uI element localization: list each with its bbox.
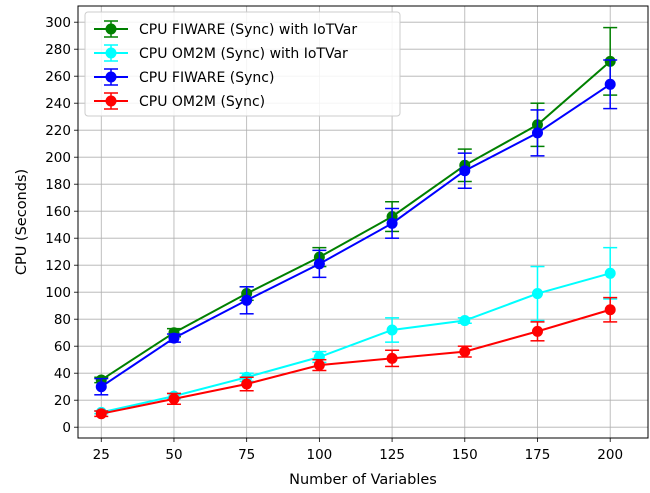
legend-label: CPU OM2M (Sync) — [139, 94, 265, 110]
data-point — [95, 381, 107, 393]
y-axis: 0 20 40 60 80 100 120 140 160 180 200 220 240 260 280 3… — [45, 15, 78, 436]
data-point — [241, 378, 253, 390]
x-tick-label: 100 — [306, 447, 332, 463]
series-3 — [94, 59, 618, 396]
series-line — [101, 272, 611, 414]
data-point — [459, 315, 471, 327]
data-point — [168, 393, 180, 405]
x-axis: 25 50 75 100 125 150 175 200 — [93, 438, 623, 463]
x-tick-label: 25 — [93, 447, 110, 463]
series-layer — [94, 26, 618, 420]
data-point — [604, 304, 616, 316]
legend-label: CPU FIWARE (Sync) with IoTVar — [139, 22, 357, 38]
data-point — [386, 217, 398, 229]
data-point — [313, 258, 325, 270]
series-line — [100, 83, 611, 388]
legend: CPU FIWARE (Sync) with IoTVar CPU OM2M (S… — [84, 11, 401, 117]
legend-item: CPU OM2M (Sync) with IoTVar — [94, 44, 348, 62]
y-tick-label: 280 — [45, 42, 71, 58]
x-tick-label: 50 — [165, 447, 182, 463]
series-4 — [94, 296, 618, 420]
y-tick-label: 60 — [54, 339, 71, 355]
y-tick-label: 40 — [54, 366, 71, 382]
x-tick-label: 175 — [525, 447, 551, 463]
grid — [78, 6, 648, 438]
y-tick-label: 160 — [45, 204, 71, 220]
y-tick-label: 140 — [45, 231, 71, 247]
y-tick-label: 20 — [54, 393, 71, 409]
legend-item: CPU FIWARE (Sync) with IoTVar — [94, 20, 357, 38]
plot-frame — [77, 5, 649, 439]
data-point — [313, 359, 325, 371]
legend-swatch-marker — [105, 23, 117, 35]
data-point — [386, 352, 398, 364]
y-tick-label: 0 — [62, 420, 71, 436]
series-line — [100, 60, 611, 381]
legend-item: CPU FIWARE (Sync) — [94, 68, 274, 86]
y-tick-label: 180 — [45, 177, 71, 193]
legend-swatch-marker — [105, 71, 117, 83]
y-tick-label: 240 — [45, 96, 71, 112]
y-tick-label: 80 — [54, 312, 71, 328]
data-point — [95, 408, 107, 420]
series-line — [101, 308, 611, 415]
data-point — [604, 78, 616, 90]
legend-swatch-marker — [105, 95, 117, 107]
legend-label: CPU FIWARE (Sync) — [139, 70, 274, 86]
y-tick-label: 220 — [45, 123, 71, 139]
data-point — [531, 127, 543, 139]
data-point — [531, 325, 543, 337]
legend-label: CPU OM2M (Sync) with IoTVar — [139, 46, 348, 62]
y-axis-label: CPU (Seconds) — [14, 169, 30, 275]
data-point — [604, 267, 616, 279]
y-tick-label: 200 — [45, 150, 71, 166]
legend-item: CPU OM2M (Sync) — [94, 92, 265, 110]
x-tick-label: 200 — [597, 447, 623, 463]
data-point — [168, 332, 180, 344]
data-point — [459, 165, 471, 177]
legend-swatch-marker — [105, 47, 117, 59]
data-point — [241, 294, 253, 306]
y-tick-label: 120 — [45, 258, 71, 274]
data-point — [386, 324, 398, 336]
y-tick-label: 300 — [45, 15, 71, 31]
y-tick-label: 260 — [45, 69, 71, 85]
legend-box — [84, 11, 401, 117]
x-tick-label: 150 — [452, 447, 478, 463]
y-tick-label: 100 — [45, 285, 71, 301]
x-axis-label: Number of Variables — [289, 472, 437, 488]
data-point — [459, 346, 471, 358]
x-tick-label: 75 — [238, 447, 255, 463]
x-tick-label: 125 — [379, 447, 405, 463]
data-point — [531, 288, 543, 300]
